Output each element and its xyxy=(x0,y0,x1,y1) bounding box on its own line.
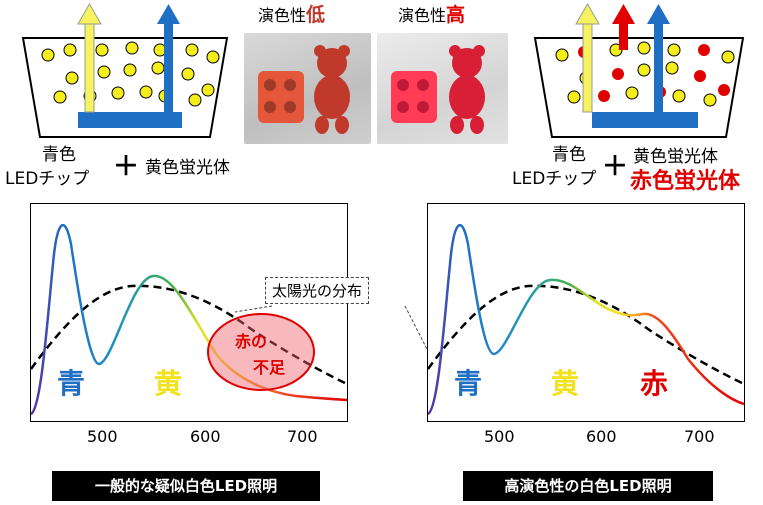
left-sunlight-curve xyxy=(31,284,347,386)
left-led-package-diagram xyxy=(21,2,229,138)
right-red-arrow xyxy=(612,4,635,50)
left-blue-chip xyxy=(78,112,182,128)
left-yellow-arrow xyxy=(77,2,102,113)
photo-high-cri xyxy=(377,33,508,144)
left-tick-500: 500 xyxy=(87,427,118,446)
right-tick-500: 500 xyxy=(484,427,515,446)
right-tick-700: 700 xyxy=(684,427,715,446)
left-phosphor-label: 黄色蛍光体 xyxy=(145,158,230,178)
sunlight-callout: 太陽光の分布 xyxy=(265,277,370,304)
high-cri-bear-object xyxy=(449,45,485,134)
right-blue-arrow xyxy=(647,4,670,114)
right-banner: 高演色性の白色LED照明 xyxy=(463,471,713,501)
right-plus-sign: ＋ xyxy=(602,152,629,182)
red-deficit-label-1: 赤の xyxy=(235,332,268,351)
right-red-label: 赤 xyxy=(640,367,669,400)
left-chip-label-1: 青色 xyxy=(42,145,76,165)
left-plus-sign: ＋ xyxy=(113,152,140,182)
right-phosphor-label: 黄色蛍光体 xyxy=(633,147,718,167)
right-chip-label-1: 青色 xyxy=(552,145,586,165)
photo-high-label: 演色性高 xyxy=(398,4,466,26)
right-blue-chip xyxy=(592,112,698,128)
right-spectrum-chart: 青 黄 赤 xyxy=(427,203,745,422)
right-led-package-diagram xyxy=(533,2,745,138)
left-chip-label-2: LEDチップ xyxy=(5,169,90,189)
red-deficit-label-2: 不足 xyxy=(253,358,286,377)
red-deficit-ellipse xyxy=(207,313,315,391)
high-cri-block-object xyxy=(391,71,437,123)
left-spectrum-chart: 青 黄 赤の 不足 xyxy=(30,203,348,422)
low-cri-bear-object xyxy=(314,45,350,134)
left-blue-label: 青 xyxy=(57,367,86,400)
photo-low-cri xyxy=(244,33,371,144)
right-led-spectrum-curve xyxy=(428,223,744,416)
left-blue-arrow xyxy=(157,4,180,114)
right-chip-label-2: LEDチップ xyxy=(512,169,597,189)
left-tick-600: 600 xyxy=(190,427,221,446)
photo-low-label: 演色性低 xyxy=(258,4,326,26)
left-tick-700: 700 xyxy=(287,427,318,446)
right-blue-label: 青 xyxy=(454,367,483,400)
left-yellow-label: 黄 xyxy=(154,367,183,400)
left-led-spectrum-curve xyxy=(31,223,347,416)
right-yellow-label: 黄 xyxy=(551,367,580,400)
low-cri-block-object xyxy=(258,71,304,123)
right-tick-600: 600 xyxy=(586,427,617,446)
right-red-phosphor-label: 赤色蛍光体 xyxy=(630,169,741,194)
left-banner: 一般的な疑似白色LED照明 xyxy=(52,471,320,501)
right-yellow-arrow xyxy=(575,2,600,113)
